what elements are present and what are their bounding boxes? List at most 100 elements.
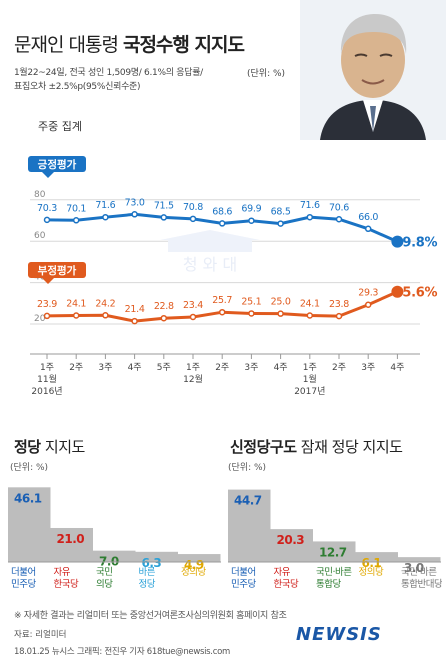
data-point: [277, 310, 284, 317]
bar-category-label: 한국당: [274, 579, 299, 590]
svg-text:부정평가: 부정평가: [38, 264, 77, 277]
bar-category-label: 한국당: [54, 579, 79, 590]
positive-badge: 긍정평가: [28, 156, 86, 178]
x-tick-label: 1주: [303, 362, 317, 373]
data-label: 23.8: [329, 299, 349, 310]
page-title: 문재인 대통령 국정수행 지지도: [14, 30, 245, 57]
x-group-label: 1월: [303, 373, 317, 385]
bar: [355, 552, 398, 562]
bar: [93, 550, 136, 562]
bar: [50, 527, 93, 562]
x-tick-label: 4주: [274, 362, 288, 373]
data-label: 70.3: [37, 203, 57, 214]
bar-category-label: 민주당: [231, 579, 256, 590]
data-point: [160, 314, 168, 322]
bar-category-label: 자유: [274, 567, 291, 578]
trend-lines: 70.3 70.1 71.6 73.0 71.5 70.8 68.6 69.9 68.5 71.6…: [37, 197, 438, 325]
data-label: 25.7: [212, 295, 232, 306]
svg-text:청 와 대: 청 와 대: [183, 255, 237, 274]
weekly-label: 주중 집계: [38, 120, 82, 133]
x-tick-label: 3주: [244, 362, 258, 373]
bar-category-label: 통합당: [316, 579, 341, 590]
bar: [135, 551, 178, 562]
survey-line-1: 1월22~24일, 전국 성인 1,509명/ 6.1%의 응답률/: [14, 68, 203, 78]
data-label: 29.3: [358, 288, 378, 299]
data-label: 70.6: [329, 202, 349, 213]
data-point: [306, 213, 314, 221]
party-title-light: 지지도: [44, 438, 85, 456]
bar-value-label: 20.3: [277, 533, 305, 547]
title-light: 문재인 대통령: [14, 34, 119, 56]
data-point: [43, 312, 51, 320]
data-point: [102, 213, 109, 221]
data-point: [364, 225, 372, 233]
data-point: [335, 312, 343, 320]
bar-category-label: 정당: [139, 579, 156, 590]
data-label: 24.2: [95, 298, 115, 309]
data-label: 71.5: [154, 200, 174, 211]
bar-category-label: 민주당: [11, 579, 36, 590]
data-label: 68.5: [271, 207, 291, 218]
bar-value-label: 44.7: [234, 494, 262, 508]
bar-value-label: 12.7: [319, 545, 347, 559]
source-text: 자료: 리얼미터: [14, 630, 67, 640]
party-title-bold: 정당: [14, 438, 41, 456]
approval-trend-chart: 80604020 청 와 대 70.370.171.673.071.570.86…: [28, 156, 438, 397]
data-label: 22.8: [154, 301, 174, 312]
x-group-label: 2016년: [31, 386, 62, 397]
data-label: 25.1: [241, 296, 261, 307]
bar-category-label: 국민·바른: [316, 567, 352, 578]
bar-category-label: 국민·바른: [401, 567, 437, 578]
y-tick-label: 20: [34, 314, 46, 324]
bar-value-label: 6.3: [142, 556, 162, 570]
data-point: [102, 312, 109, 319]
bar: [228, 489, 271, 562]
credit-text: 18.01.25 뉴시스 그래픽: 전진우 기자 618tue@newsis.c…: [14, 647, 230, 657]
y-tick-label: 60: [34, 231, 46, 241]
data-label: 71.6: [95, 200, 115, 211]
bar: [178, 554, 221, 562]
data-point: [364, 301, 372, 308]
trend-unit: (단위: %): [247, 69, 286, 79]
x-tick-label: 3주: [98, 362, 112, 373]
data-label: 68.6: [212, 206, 232, 217]
x-group-label: 12월: [183, 373, 203, 385]
bar-category-label: 바른: [139, 567, 156, 578]
data-label: 73.0: [125, 197, 145, 208]
bar-value-label: 46.1: [14, 491, 42, 505]
negative-badge: 부정평가: [28, 262, 86, 284]
survey-info: 1월22~24일, 전국 성인 1,509명/ 6.1%의 응답률/ 표집오차 …: [14, 66, 203, 94]
x-tick-label: 4주: [390, 362, 404, 373]
bar: [8, 487, 51, 562]
party-unit: (단위: %): [10, 463, 49, 473]
data-label: 23.4: [183, 300, 203, 311]
data-label: 21.4: [125, 304, 145, 315]
data-label: 25.0: [271, 297, 291, 308]
bar-category-label: 더불어: [11, 567, 36, 578]
data-point: [72, 312, 80, 319]
data-label: 70.1: [66, 203, 86, 214]
x-tick-label: 2주: [69, 362, 83, 373]
survey-line-2: 표집오차 ±2.5%p(95%신뢰수준): [14, 82, 141, 92]
newsis-logo: NEWSIS: [296, 624, 382, 645]
x-tick-label: 1주: [186, 362, 200, 373]
svg-text:긍정평가: 긍정평가: [38, 158, 77, 171]
data-label: 70.8: [183, 202, 203, 213]
data-label: 69.9: [241, 204, 261, 215]
data-point: [189, 313, 197, 321]
data-label: 59.8%: [394, 236, 438, 251]
data-label: 71.6: [300, 200, 320, 211]
bar-category-label: 정의당: [359, 567, 384, 578]
data-point: [131, 211, 138, 218]
x-tick-label: 4주: [128, 362, 142, 373]
data-label: 66.0: [358, 212, 378, 223]
bar-value-label: 21.0: [57, 532, 85, 546]
new-party-title-bold: 신정당구도: [230, 438, 297, 456]
data-point: [72, 217, 80, 224]
x-tick-label: 5주: [157, 362, 171, 373]
new-party-title-light: 잠재 정당 지지도: [300, 438, 403, 456]
president-portrait: [300, 0, 446, 140]
bar-category-label: 더불어: [231, 567, 256, 578]
